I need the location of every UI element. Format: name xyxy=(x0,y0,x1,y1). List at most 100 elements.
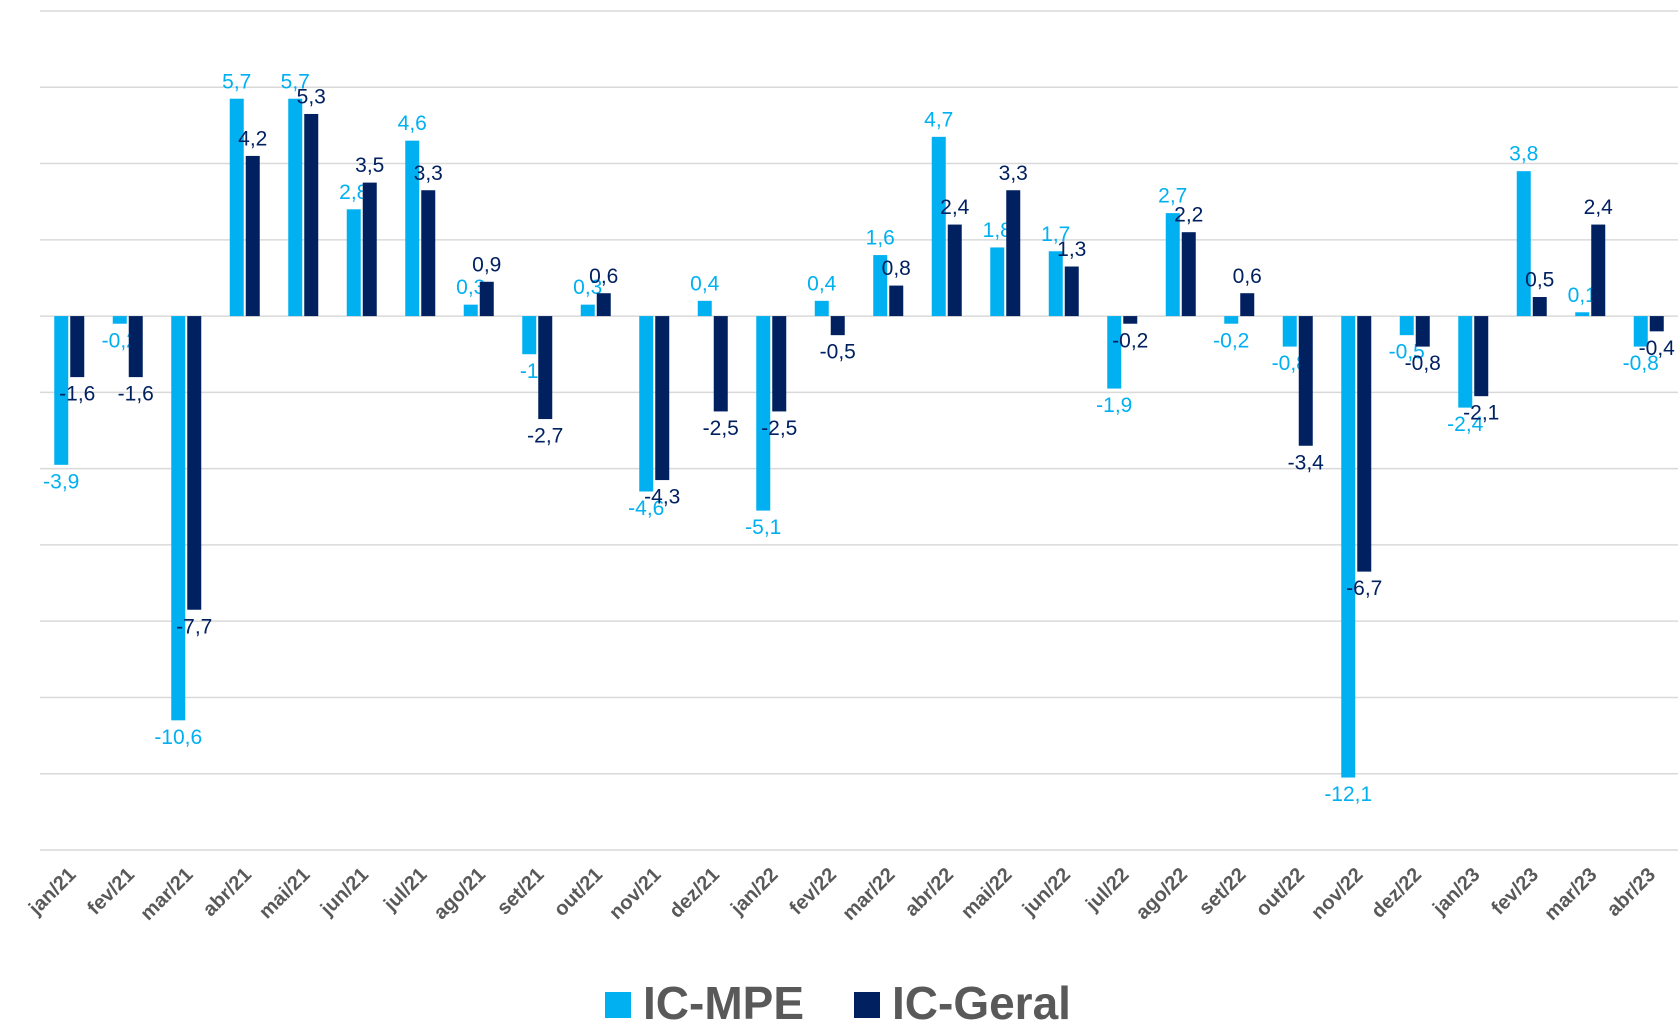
value-label: -1,9 xyxy=(1096,394,1132,417)
x-tick-label: set/21 xyxy=(493,864,549,920)
value-label: -1 xyxy=(520,360,539,383)
value-label: -10,6 xyxy=(154,726,202,749)
value-label: 0,3 xyxy=(456,276,485,299)
x-tick-label: out/22 xyxy=(1252,864,1309,921)
bar xyxy=(1516,171,1531,317)
value-label: 1,8 xyxy=(983,219,1012,242)
x-tick-label: jun/21 xyxy=(316,864,373,921)
bar xyxy=(229,98,244,317)
bar xyxy=(128,316,143,378)
value-label: 1,3 xyxy=(1057,238,1086,261)
value-label: 5,7 xyxy=(222,70,251,93)
bar xyxy=(1006,190,1021,317)
x-tick-label: abr/22 xyxy=(901,864,958,921)
bar xyxy=(288,98,303,317)
value-label: -4,6 xyxy=(628,497,664,520)
bar xyxy=(697,300,712,317)
bar xyxy=(772,316,787,412)
x-tick-label: fev/23 xyxy=(1487,864,1543,920)
value-label: -7,7 xyxy=(176,615,212,638)
bar xyxy=(421,190,436,317)
value-label: -1,6 xyxy=(59,383,95,406)
bar xyxy=(70,316,85,378)
bar xyxy=(1224,316,1239,324)
bar xyxy=(171,316,186,721)
value-label: 4,2 xyxy=(238,127,267,150)
bar xyxy=(1123,316,1138,324)
bar xyxy=(245,155,260,317)
x-tick-label: jul/22 xyxy=(1081,864,1133,916)
bar xyxy=(1649,316,1664,332)
bar xyxy=(463,304,478,317)
value-label: 3,8 xyxy=(1509,143,1538,166)
value-label: 3,5 xyxy=(355,154,384,177)
bar xyxy=(304,113,319,317)
value-label: -2,1 xyxy=(1463,402,1499,425)
value-label: -0,8 xyxy=(1623,352,1659,375)
x-tick-label: mai/21 xyxy=(255,864,315,924)
value-label: -2,4 xyxy=(1447,413,1484,436)
value-label: 0,1 xyxy=(1568,284,1597,307)
bar xyxy=(405,140,420,317)
value-label: 0,5 xyxy=(1525,269,1554,292)
bar xyxy=(1181,232,1196,317)
bar xyxy=(1341,316,1356,778)
value-label: 5,7 xyxy=(281,70,310,93)
bar xyxy=(990,247,1005,317)
value-label: -2,5 xyxy=(761,417,797,440)
value-label: -0,5 xyxy=(820,341,856,364)
legend-swatch xyxy=(605,992,631,1018)
x-tick-label: set/22 xyxy=(1195,864,1251,920)
bar xyxy=(1474,316,1489,397)
value-label: -3,9 xyxy=(43,470,79,493)
value-label: -3,4 xyxy=(1288,451,1325,474)
x-tick-label: nov/21 xyxy=(605,864,665,924)
value-label: 5,3 xyxy=(297,86,326,109)
value-label: 0,6 xyxy=(589,265,618,288)
bar xyxy=(947,224,962,317)
bar xyxy=(362,182,377,317)
value-label: 2,7 xyxy=(1158,185,1187,208)
value-label: -1,6 xyxy=(118,383,154,406)
value-label: -5,1 xyxy=(745,516,781,539)
x-tick-label: abr/21 xyxy=(199,864,256,921)
value-label: 0,8 xyxy=(882,257,911,280)
x-tick-label: mai/22 xyxy=(957,864,1017,924)
value-label: 3,3 xyxy=(414,162,443,185)
bar xyxy=(522,316,537,355)
bar xyxy=(1532,297,1547,317)
x-tick-label: jun/22 xyxy=(1018,864,1075,921)
legend-label: IC-MPE xyxy=(643,977,804,1029)
bar xyxy=(1575,312,1590,317)
value-label: -0,2 xyxy=(1112,329,1148,352)
value-label: 0,3 xyxy=(573,276,602,299)
value-label: -12,1 xyxy=(1324,783,1372,806)
bar xyxy=(830,316,845,336)
value-label: -0,4 xyxy=(1639,337,1676,360)
value-label: -0,2 xyxy=(1213,329,1249,352)
bar xyxy=(1282,316,1297,347)
bar xyxy=(187,316,202,610)
bar xyxy=(346,209,361,317)
legend: IC-MPE IC-Geral xyxy=(605,977,1071,1029)
x-tick-label: jan/23 xyxy=(1428,864,1484,920)
value-label: 1,6 xyxy=(866,227,895,250)
value-label: -2,5 xyxy=(703,417,739,440)
value-label: 2,2 xyxy=(1174,204,1203,227)
value-label: 2,4 xyxy=(1584,196,1614,219)
bar xyxy=(1633,316,1648,347)
value-label: 0,9 xyxy=(472,253,501,276)
value-label: 4,6 xyxy=(398,112,427,135)
bar xyxy=(931,136,946,317)
bar xyxy=(756,316,771,511)
value-label: 2,4 xyxy=(940,196,970,219)
value-label: 0,4 xyxy=(807,272,837,295)
bar xyxy=(1458,316,1473,408)
x-tick-label: mar/23 xyxy=(1540,864,1601,925)
bar xyxy=(1298,316,1313,446)
x-tick-label: jan/21 xyxy=(24,864,80,920)
bar xyxy=(1064,266,1079,317)
x-tick-label: nov/22 xyxy=(1307,864,1367,924)
value-label: 4,7 xyxy=(924,108,953,131)
bar xyxy=(814,300,829,317)
